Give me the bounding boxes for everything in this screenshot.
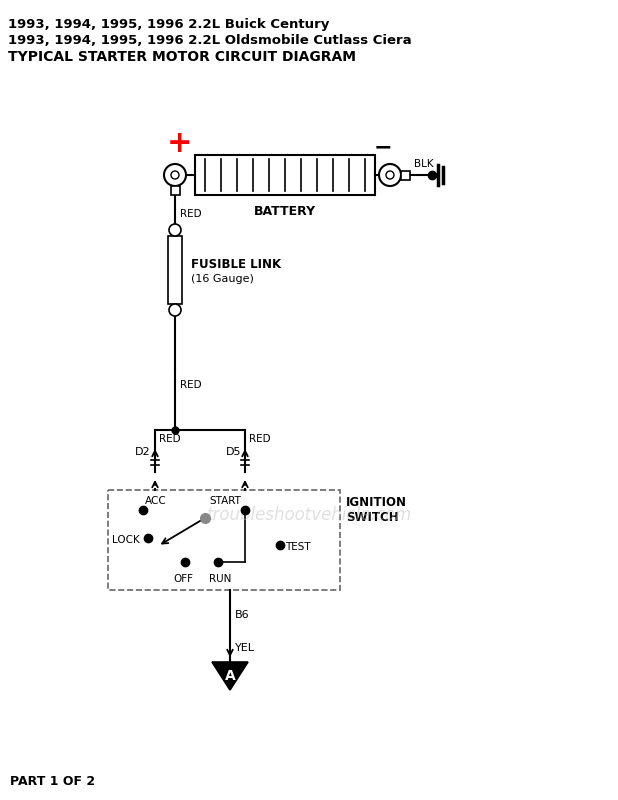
Text: RED: RED (180, 209, 201, 219)
Text: (16 Gauge): (16 Gauge) (191, 274, 254, 284)
Text: +: + (167, 129, 193, 158)
Text: B6: B6 (235, 610, 250, 620)
Text: START: START (209, 496, 241, 506)
Text: BLK: BLK (414, 159, 434, 169)
Bar (195, 155, 375, 195)
FancyBboxPatch shape (108, 490, 340, 590)
Text: TYPICAL STARTER MOTOR CIRCUIT DIAGRAM: TYPICAL STARTER MOTOR CIRCUIT DIAGRAM (8, 50, 356, 64)
Text: RED: RED (159, 434, 180, 444)
Text: BATTERY: BATTERY (254, 205, 316, 218)
Text: FUSIBLE LINK: FUSIBLE LINK (191, 258, 281, 270)
Text: RED: RED (180, 380, 201, 390)
Text: A: A (224, 669, 235, 683)
Text: 1993, 1994, 1995, 1996 2.2L Buick Century: 1993, 1994, 1995, 1996 2.2L Buick Centur… (8, 18, 329, 31)
Bar (168, 236, 182, 304)
Bar (401, 170, 410, 179)
Circle shape (386, 171, 394, 179)
Circle shape (169, 224, 181, 236)
Circle shape (164, 164, 186, 186)
Text: TEST: TEST (285, 542, 311, 552)
Text: PART 1 OF 2: PART 1 OF 2 (10, 775, 95, 788)
Text: 1993, 1994, 1995, 1996 2.2L Oldsmobile Cutlass Ciera: 1993, 1994, 1995, 1996 2.2L Oldsmobile C… (8, 34, 412, 47)
Text: RED: RED (249, 434, 271, 444)
Circle shape (379, 164, 401, 186)
Text: IGNITION: IGNITION (346, 496, 407, 509)
Text: LOCK: LOCK (112, 535, 140, 545)
Circle shape (169, 304, 181, 316)
Text: SWITCH: SWITCH (346, 511, 399, 524)
Circle shape (171, 171, 179, 179)
Bar (171, 186, 179, 195)
Text: −: − (374, 137, 392, 157)
Text: ACC: ACC (145, 496, 167, 506)
Text: YEL: YEL (235, 643, 255, 653)
Text: D5: D5 (226, 447, 241, 457)
Polygon shape (212, 662, 248, 690)
Text: OFF: OFF (173, 574, 193, 584)
Text: RUN: RUN (209, 574, 231, 584)
Text: troubleshootvehicle.com: troubleshootvehicle.com (208, 506, 413, 524)
Text: D2: D2 (135, 447, 151, 457)
